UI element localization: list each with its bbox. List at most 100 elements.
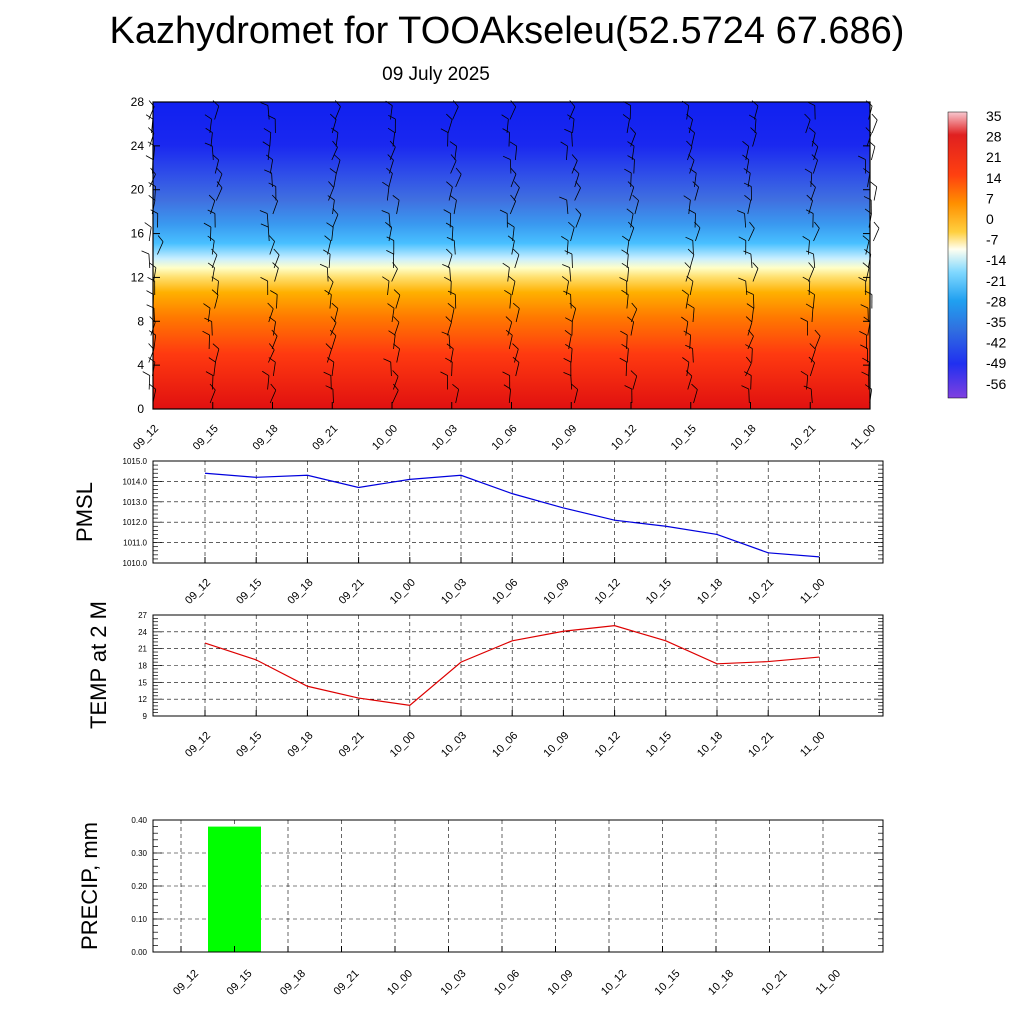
wind-barb-flag xyxy=(331,302,339,309)
wind-barb-flag xyxy=(440,371,448,376)
wind-barb-flag xyxy=(742,140,749,147)
colorbar-scale xyxy=(947,111,968,399)
wind-barb-flag xyxy=(216,167,223,175)
wind-barb-flag xyxy=(512,343,519,350)
x-tick-label: 10_00 xyxy=(388,730,418,760)
precip-x-ticks: 09_12 09_15 09_18 09_21 10_00 10_03 10_06 10_09… xyxy=(171,946,843,998)
x-tick-label: 10_09 xyxy=(546,968,576,998)
wind-barb-flag xyxy=(455,167,462,175)
wind-barb xyxy=(148,254,151,269)
x-tick-label: 10_09 xyxy=(549,423,579,453)
wind-barb-flag xyxy=(684,262,691,269)
wind-barb xyxy=(574,173,580,188)
wind-barb xyxy=(507,267,510,282)
wind-barb xyxy=(625,361,628,377)
wind-barb xyxy=(211,321,213,336)
wind-barb-flag xyxy=(685,370,693,377)
wind-barb xyxy=(388,227,393,242)
y-tick-label: 16 xyxy=(131,227,145,241)
wind-barb xyxy=(571,308,577,323)
wind-barb-flag xyxy=(737,210,745,214)
wind-barb xyxy=(813,146,819,161)
wind-barb xyxy=(747,321,753,336)
wind-barb-flag xyxy=(326,222,334,228)
wind-barb-flag xyxy=(450,154,457,161)
wind-barb xyxy=(812,294,815,309)
wind-barb xyxy=(509,106,517,120)
wind-barb-flag xyxy=(382,276,390,282)
temp-series-line xyxy=(204,625,820,706)
wind-barb-flag xyxy=(742,154,750,161)
x-tick-label: 10_00 xyxy=(385,968,415,998)
wind-barb xyxy=(326,349,332,363)
wind-barb-flag xyxy=(809,343,816,350)
wind-barb-flag xyxy=(512,302,520,309)
colorbar-label: 35 xyxy=(986,108,1002,124)
wind-barb-flag xyxy=(268,343,275,351)
cross-section-x-ticks: 09_12 09_15 09_18 09_21 10_00 10_03 10_06 10_09… xyxy=(131,402,878,453)
wind-barb-flag xyxy=(332,208,339,215)
wind-barb-flag xyxy=(863,168,871,174)
wind-barb xyxy=(685,268,691,282)
wind-barb xyxy=(685,294,689,309)
x-tick-label: 10_00 xyxy=(370,423,400,453)
wind-barb xyxy=(388,160,394,174)
wind-barb xyxy=(215,187,223,201)
x-tick-label: 10_09 xyxy=(541,730,571,760)
wind-barb-flag xyxy=(808,127,816,134)
wind-barb xyxy=(211,267,215,282)
temp-ylabel: TEMP at 2 M xyxy=(86,601,111,729)
precip-grid xyxy=(153,819,883,953)
y-tick-label: 0.40 xyxy=(131,816,147,825)
wind-barb xyxy=(687,146,693,161)
y-tick-label: 24 xyxy=(138,628,147,637)
wind-barb-flag xyxy=(502,155,511,160)
wind-barb xyxy=(750,375,752,390)
wind-barb xyxy=(274,267,279,282)
wind-barb xyxy=(447,254,453,269)
wind-barb-flag xyxy=(686,140,693,148)
wind-barb-flag xyxy=(741,385,749,390)
wind-barb xyxy=(626,334,628,350)
wind-barb xyxy=(332,200,335,215)
wind-barb-flag xyxy=(743,250,752,255)
wind-barb-flag xyxy=(268,235,275,242)
wind-barb xyxy=(329,294,332,309)
x-tick-label: 09_18 xyxy=(285,577,315,607)
wind-barb xyxy=(811,132,816,147)
wind-barb xyxy=(335,132,339,147)
wind-barb xyxy=(747,173,751,188)
wind-barb-flag xyxy=(325,385,334,390)
wind-barb xyxy=(514,348,519,363)
wind-barb xyxy=(574,389,579,404)
y-tick-label: 1012.0 xyxy=(123,518,148,527)
wind-barb-flag xyxy=(561,276,569,282)
wind-barb-flag xyxy=(502,262,510,268)
wind-barb xyxy=(692,348,694,363)
wind-barb-flag xyxy=(205,127,213,133)
wind-barb-flag xyxy=(749,221,755,229)
wind-barb-flag xyxy=(270,383,277,391)
wind-barb xyxy=(209,119,212,134)
wind-barb-flag xyxy=(619,357,627,363)
x-tick-label: 09_21 xyxy=(337,730,367,760)
wind-barb-flag xyxy=(571,154,578,161)
wind-barb-flag xyxy=(145,155,154,160)
wind-barb-flag xyxy=(861,371,869,376)
wind-barb-flag xyxy=(446,237,455,241)
x-tick-label: 09_18 xyxy=(251,423,281,453)
wind-barb xyxy=(396,348,400,363)
wind-barb-flag xyxy=(688,209,696,214)
y-tick-label: 15 xyxy=(138,678,147,687)
wind-barb xyxy=(750,254,753,269)
wind-barb xyxy=(388,173,393,188)
temp-grid xyxy=(153,614,883,717)
wind-barb xyxy=(453,240,456,255)
wind-barb-flag xyxy=(565,344,573,349)
wind-barb xyxy=(866,133,872,147)
wind-barb-flag xyxy=(560,141,568,147)
x-tick-label: 09_12 xyxy=(183,730,213,760)
wind-barb-flag xyxy=(271,329,278,337)
wind-barb-flag xyxy=(745,356,752,364)
wind-barb xyxy=(511,240,515,255)
